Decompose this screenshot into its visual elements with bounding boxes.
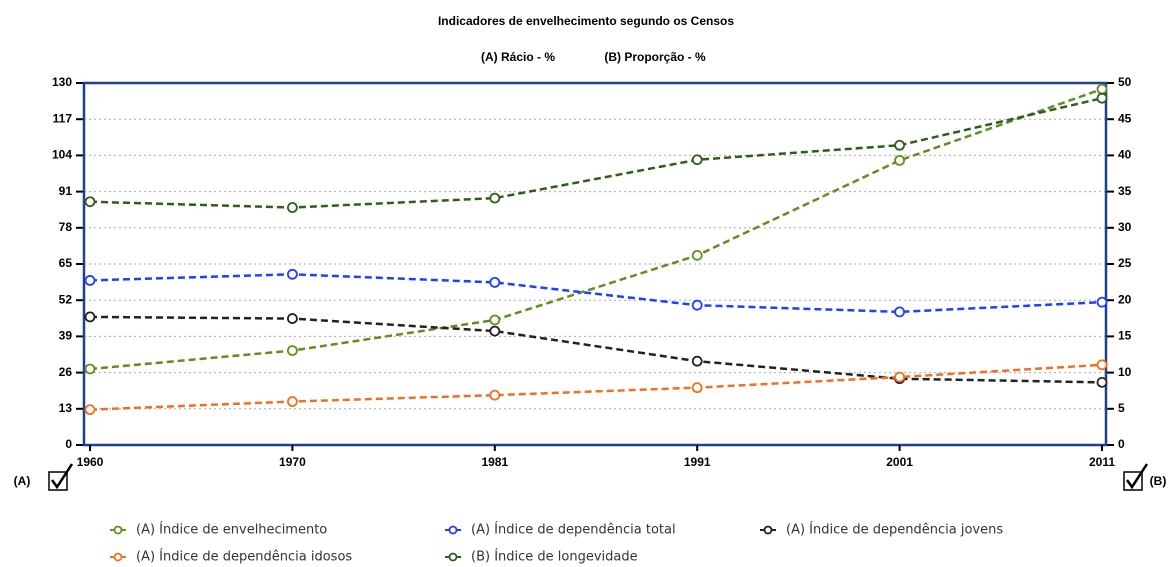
y2-tick-label: 50 <box>1118 75 1132 89</box>
legend-marker <box>448 552 458 562</box>
point <box>1096 92 1108 104</box>
y2-tick-label: 30 <box>1118 220 1132 234</box>
point <box>286 202 298 213</box>
point <box>691 249 703 261</box>
point <box>1096 83 1108 95</box>
point <box>691 154 703 166</box>
y2-tick-label: 35 <box>1118 184 1132 198</box>
point <box>286 396 298 407</box>
x-tick-label: 1960 <box>77 455 104 469</box>
legend-marker <box>763 525 773 535</box>
checkbox[interactable] <box>1123 463 1149 491</box>
y2-tick-label: 20 <box>1118 292 1132 306</box>
y2-tick-label: 25 <box>1118 256 1132 270</box>
point <box>489 325 501 337</box>
series-line <box>89 315 1103 384</box>
check <box>50 463 74 490</box>
y-tick-label: 117 <box>53 111 73 125</box>
point <box>894 139 905 151</box>
legend-marker <box>113 552 123 562</box>
x-tick-label: 2011 <box>1089 455 1115 469</box>
y-tick-label: 104 <box>52 148 72 162</box>
y-tick-label: 13 <box>59 401 73 415</box>
chart-title: Indicadores de envelhecimento segundo os… <box>438 14 734 28</box>
legend-label: (A) Índice de dependência idosos <box>136 549 352 565</box>
plot-border <box>82 81 1108 447</box>
point <box>286 313 298 324</box>
point <box>489 192 501 204</box>
legend-label: (B) Índice de longevidade <box>471 549 638 565</box>
y-tick-label: 65 <box>59 256 73 270</box>
point <box>691 382 703 394</box>
y-tick-label: 91 <box>59 184 73 198</box>
point <box>84 311 96 323</box>
y-tick-label: 39 <box>59 329 73 343</box>
point <box>1096 359 1108 371</box>
x-tick-label: 2001 <box>886 455 913 469</box>
subtitle: (B) Proporção - % <box>604 50 706 64</box>
point <box>894 155 905 166</box>
y-tick-label: 52 <box>59 292 73 306</box>
point <box>489 314 501 326</box>
point <box>489 389 501 401</box>
y2-tick-label: 10 <box>1118 365 1132 379</box>
y-tick-label: 0 <box>65 437 72 451</box>
legend-marker <box>448 525 458 535</box>
y-tick-label: 78 <box>59 220 73 234</box>
point <box>894 371 905 383</box>
series-line <box>89 87 1103 371</box>
legend-label: (A) Índice de dependência total <box>471 522 676 538</box>
axis-label: (B) <box>1150 474 1167 488</box>
check <box>1125 463 1149 490</box>
series-line <box>89 273 1103 314</box>
y2-tick-label: 5 <box>1118 401 1125 415</box>
y-tick-label: 26 <box>59 365 73 379</box>
y2-tick-label: 40 <box>1118 148 1132 162</box>
point <box>84 404 96 416</box>
point <box>691 355 703 367</box>
series-line <box>89 96 1103 209</box>
series-line <box>89 363 1103 411</box>
point <box>84 363 96 375</box>
point <box>84 275 96 286</box>
x-tick-label: 1991 <box>684 455 711 469</box>
subtitle: (A) Rácio - % <box>481 50 555 64</box>
y2-tick-label: 0 <box>1118 437 1125 451</box>
legend-label: (A) Índice de envelhecimento <box>136 522 327 538</box>
point <box>691 299 703 311</box>
legend-label: (A) Índice de dependência jovens <box>786 522 1003 538</box>
x-tick-label: 1970 <box>279 455 306 469</box>
point <box>894 306 905 318</box>
point <box>489 276 501 288</box>
y2-tick-label: 45 <box>1118 111 1132 125</box>
point <box>1096 296 1108 308</box>
point <box>286 268 298 280</box>
legend-marker <box>113 525 123 535</box>
y2-tick-label: 15 <box>1118 329 1132 343</box>
point <box>1096 376 1108 388</box>
y-tick-label: 130 <box>52 75 72 89</box>
checkbox[interactable] <box>48 463 74 491</box>
point <box>286 345 298 357</box>
point <box>84 196 96 208</box>
x-tick-label: 1981 <box>481 455 508 469</box>
axis-label: (A) <box>14 474 31 488</box>
